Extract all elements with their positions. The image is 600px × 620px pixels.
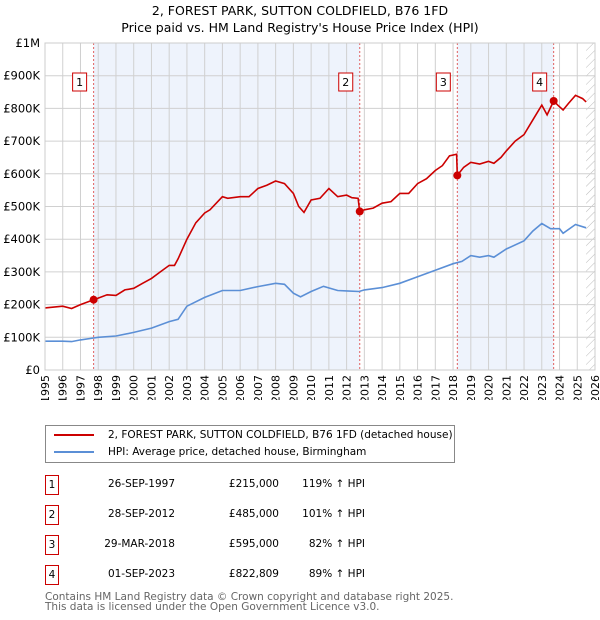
x-tick-label: 2005 — [216, 375, 229, 400]
sale-label-box — [338, 72, 354, 92]
y-tick-label: £400K — [3, 232, 40, 246]
transaction-date: 28-SEP-2012 — [107, 508, 175, 520]
x-tick-label: 2014 — [376, 375, 389, 400]
sale-point — [453, 171, 462, 180]
y-tick-label: £800K — [3, 101, 40, 115]
transaction-row: 3 29-MAR-2018 £595,000 82% ↑ HPI — [45, 535, 465, 555]
y-tick-label: £100K — [3, 330, 40, 344]
legend-label: 2, FOREST PARK, SUTTON COLDFIELD, B76 1F… — [108, 429, 453, 441]
sale-label-number: 1 — [76, 76, 83, 89]
sale-point — [355, 207, 364, 216]
x-tick-label: 2007 — [252, 375, 265, 400]
x-tick-label: 2001 — [145, 375, 158, 400]
transaction-row: 1 26-SEP-1997 £215,000 119% ↑ HPI — [45, 475, 465, 495]
x-tick-label: 1995 — [39, 375, 52, 400]
x-tick-label: 2009 — [287, 375, 300, 400]
x-tick-label: 2011 — [323, 375, 336, 400]
footer-copyright: Contains HM Land Registry data © Crown c… — [45, 591, 454, 603]
transaction-price: £485,000 — [228, 508, 279, 520]
transaction-hpi-diff: 101% ↑ HPI — [302, 508, 365, 520]
x-tick-label: 2026 — [589, 375, 600, 400]
y-tick-label: £0 — [25, 363, 40, 377]
transaction-number: 1 — [45, 475, 59, 495]
x-tick-label: 2020 — [483, 375, 496, 400]
x-tick-label: 2012 — [341, 375, 354, 400]
x-tick-label: 2006 — [234, 375, 247, 400]
price-chart: 1995 1996 1997 1998 1999 2000 2001 2002 2003 2004… — [3, 36, 600, 400]
x-tick-label: 2004 — [199, 375, 212, 400]
sale-label-box — [72, 72, 88, 92]
y-tick-label: £600K — [3, 167, 40, 181]
sale-label-box — [532, 72, 548, 92]
x-tick-label: 2000 — [128, 375, 141, 400]
x-tick-label: 2003 — [181, 375, 194, 400]
sale-label-number: 3 — [440, 76, 447, 89]
legend-swatch-blue — [54, 451, 94, 453]
plot-border — [44, 42, 596, 371]
x-tick-label: 2016 — [412, 375, 425, 400]
transaction-date: 26-SEP-1997 — [107, 478, 175, 490]
sale-point — [89, 295, 98, 304]
x-tick-label: 2017 — [429, 375, 442, 400]
sale-label-number: 2 — [342, 76, 349, 89]
transaction-number: 3 — [45, 535, 59, 555]
transaction-date: 29-MAR-2018 — [104, 538, 175, 550]
transaction-number: 2 — [45, 505, 59, 525]
transaction-row: 4 01-SEP-2023 £822,809 89% ↑ HPI — [45, 565, 465, 585]
x-tick-label: 2022 — [518, 375, 531, 400]
transaction-number: 4 — [45, 565, 59, 585]
y-tick-label: £300K — [3, 265, 40, 279]
x-tick-label: 2015 — [394, 375, 407, 400]
transaction-price: £595,000 — [228, 538, 279, 550]
x-tick-label: 1998 — [92, 375, 105, 400]
y-tick-label: £900K — [3, 69, 40, 83]
legend-swatch-red — [54, 434, 94, 436]
hpi-line — [45, 222, 587, 343]
footer-licence: This data is licensed under the Open Gov… — [45, 601, 380, 613]
sale-point — [549, 96, 558, 105]
x-tick-label: 2019 — [465, 375, 478, 400]
legend-item-property: 2, FOREST PARK, SUTTON COLDFIELD, B76 1F… — [54, 429, 453, 441]
legend-label: HPI: Average price, detached house, Birm… — [108, 446, 367, 458]
sale-label-number: 4 — [536, 76, 543, 89]
x-tick-label: 1997 — [74, 375, 87, 400]
legend: 2, FOREST PARK, SUTTON COLDFIELD, B76 1F… — [45, 425, 455, 463]
transaction-hpi-diff: 119% ↑ HPI — [302, 478, 365, 490]
x-tick-label: 2010 — [305, 375, 318, 400]
x-tick-label: 1999 — [110, 375, 123, 400]
transaction-price: £822,809 — [228, 568, 279, 580]
transaction-price: £215,000 — [228, 478, 279, 490]
x-tick-label: 2025 — [571, 375, 584, 400]
x-tick-label: 2023 — [536, 375, 549, 400]
sale-label-box — [435, 72, 451, 92]
y-tick-label: £1M — [15, 36, 40, 50]
property-price-line — [44, 94, 587, 310]
x-tick-label: 2024 — [554, 375, 567, 400]
x-tick-label: 2013 — [358, 375, 371, 400]
transaction-hpi-diff: 82% ↑ HPI — [308, 538, 365, 550]
x-tick-label: 2021 — [500, 375, 513, 400]
y-tick-label: £200K — [3, 298, 40, 312]
transaction-date: 01-SEP-2023 — [107, 568, 175, 580]
x-tick-label: 1996 — [57, 375, 70, 400]
y-tick-label: £500K — [3, 200, 40, 214]
y-tick-label: £700K — [3, 134, 40, 148]
x-tick-label: 2008 — [270, 375, 283, 400]
transaction-row: 2 28-SEP-2012 £485,000 101% ↑ HPI — [45, 505, 465, 525]
transaction-hpi-diff: 89% ↑ HPI — [308, 568, 365, 580]
legend-item-hpi: HPI: Average price, detached house, Birm… — [54, 446, 366, 458]
chart-subtitle: Price paid vs. HM Land Registry's House … — [121, 20, 479, 35]
x-tick-label: 2018 — [447, 375, 460, 400]
x-tick-label: 2002 — [163, 375, 176, 400]
chart-title: 2, FOREST PARK, SUTTON COLDFIELD, B76 1F… — [151, 3, 449, 18]
